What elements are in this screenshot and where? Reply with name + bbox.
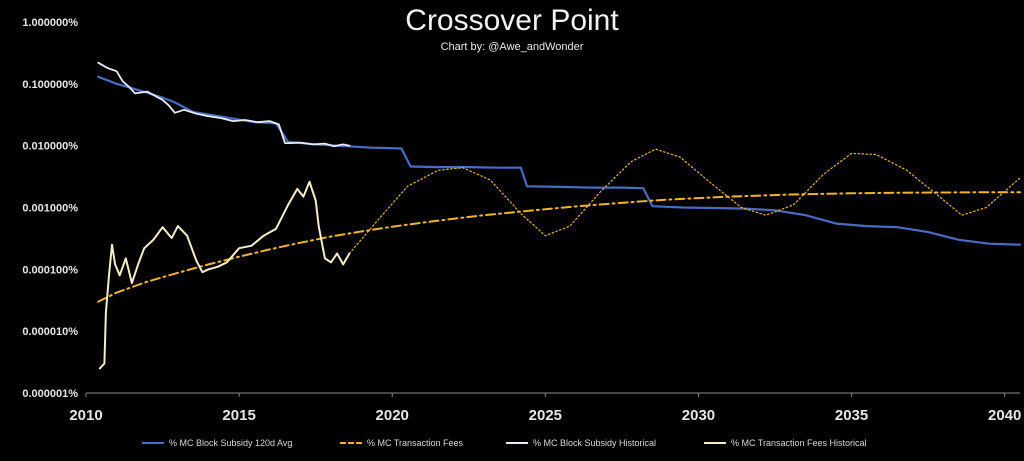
- legend-label: % MC Block Subsidy 120d Avg: [169, 438, 293, 448]
- legend-swatch: [340, 442, 362, 444]
- legend-item-subsidy-hist: % MC Block Subsidy Historical: [506, 438, 656, 448]
- x-tick-label: 2030: [682, 407, 715, 424]
- x-tick-label: 2035: [835, 407, 868, 424]
- y-tick-label: 0.100000%: [22, 79, 78, 91]
- legend-swatch: [506, 442, 528, 444]
- legend-item-fees: % MC Transaction Fees: [340, 438, 463, 448]
- chart-subtitle: Chart by: @Awe_andWonder: [440, 41, 584, 53]
- x-tick-label: 2015: [222, 407, 255, 424]
- series-subsidy-120d-line: [97, 75, 1022, 246]
- legend-item-fees-hist: % MC Transaction Fees Historical: [704, 438, 867, 448]
- x-tick-label: 2010: [69, 407, 102, 424]
- legend-label: % MC Transaction Fees Historical: [731, 438, 867, 448]
- legend-label: % MC Block Subsidy Historical: [533, 438, 657, 448]
- legend-swatch: [704, 442, 726, 444]
- legend-item-subsidy-120d: % MC Block Subsidy 120d Avg: [142, 438, 292, 448]
- series-fees-cycle-line: [348, 148, 1021, 255]
- x-tick-label: 2025: [529, 407, 562, 424]
- y-tick-label: 0.010000%: [22, 141, 78, 153]
- y-tick-label: 0.000001%: [22, 388, 78, 400]
- series-fees-projection-line: [97, 191, 1021, 303]
- x-tick-label: 2040: [988, 407, 1021, 424]
- legend-label: % MC Transaction Fees: [367, 438, 464, 448]
- chart-legend: % MC Block Subsidy 120d Avg % MC Transac…: [0, 436, 1024, 454]
- chart-title: Crossover Point: [405, 4, 619, 37]
- series-subsidy-historical-line: [97, 61, 351, 148]
- legend-swatch: [142, 442, 164, 444]
- y-tick-label: 0.000010%: [22, 326, 78, 338]
- y-tick-label: 0.001000%: [22, 203, 78, 215]
- y-tick-label: 0.000100%: [22, 264, 78, 276]
- series-fees-historical-line: [98, 180, 351, 370]
- y-tick-label: 1.000000%: [22, 17, 78, 29]
- x-tick-label: 2020: [376, 407, 409, 424]
